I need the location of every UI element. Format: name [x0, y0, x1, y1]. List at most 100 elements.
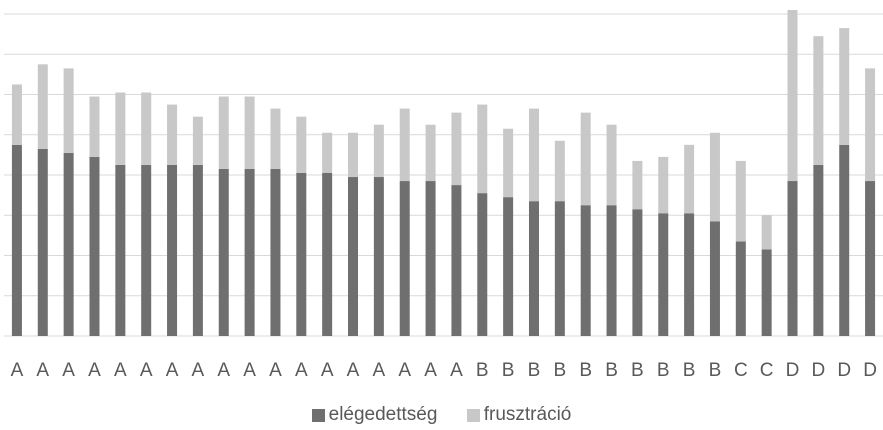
bar-elegedettseg-21	[528, 201, 539, 336]
bar-frusztracio-10	[244, 96, 255, 169]
x-tick-label-30: C	[760, 360, 774, 381]
bar-frusztracio-9	[218, 96, 229, 169]
bar-frusztracio-25	[632, 160, 643, 210]
bar-frusztracio-14	[348, 132, 359, 178]
bar-frusztracio-11	[270, 108, 281, 169]
x-tick-label-12: A	[295, 360, 308, 381]
bar-elegedettseg-33	[839, 144, 850, 336]
bar-frusztracio-13	[322, 132, 333, 173]
bar-elegedettseg-27	[684, 213, 695, 336]
x-tick-label-34: D	[863, 360, 877, 381]
bar-elegedettseg-16	[399, 181, 410, 336]
x-tick-label-18: A	[450, 360, 463, 381]
x-tick-label-32: D	[812, 360, 826, 381]
bars	[11, 10, 876, 336]
x-tick-label-10: A	[243, 360, 256, 381]
x-tick-label-16: A	[398, 360, 411, 381]
x-tick-label-27: B	[683, 360, 696, 381]
x-tick-label-5: A	[114, 360, 127, 381]
bar-frusztracio-19	[477, 104, 488, 194]
bar-frusztracio-29	[735, 160, 746, 242]
legend-item-series-1: elégedettség	[311, 404, 438, 426]
bar-elegedettseg-9	[218, 168, 229, 336]
bar-frusztracio-23	[580, 112, 591, 206]
bar-elegedettseg-24	[606, 205, 617, 336]
x-tick-label-3: A	[62, 360, 75, 381]
bar-frusztracio-5	[115, 92, 126, 165]
bar-elegedettseg-30	[761, 249, 772, 336]
bar-elegedettseg-15	[373, 177, 384, 336]
x-tick-label-9: A	[217, 360, 230, 381]
bar-elegedettseg-29	[735, 241, 746, 336]
gridlines	[4, 13, 883, 337]
bar-elegedettseg-4	[89, 156, 100, 336]
bar-elegedettseg-19	[477, 193, 488, 336]
bar-elegedettseg-13	[322, 173, 333, 336]
x-tick-label-8: A	[192, 360, 205, 381]
legend-label-series-2: frusztráció	[483, 404, 572, 425]
bar-elegedettseg-5	[115, 164, 126, 336]
x-tick-label-33: D	[837, 360, 851, 381]
x-tick-label-22: B	[553, 360, 566, 381]
bar-frusztracio-27	[684, 144, 695, 214]
x-tick-label-17: A	[424, 360, 437, 381]
x-tick-label-25: B	[631, 360, 644, 381]
bar-elegedettseg-3	[63, 152, 74, 336]
legend-item-series-2: frusztráció	[466, 404, 572, 426]
bar-elegedettseg-2	[37, 148, 48, 336]
legend-swatch-series-2	[466, 408, 480, 422]
bar-frusztracio-4	[89, 96, 100, 157]
bar-frusztracio-21	[528, 108, 539, 202]
bar-frusztracio-6	[141, 92, 152, 165]
bar-frusztracio-24	[606, 124, 617, 206]
bar-frusztracio-8	[192, 116, 203, 165]
bar-elegedettseg-18	[451, 185, 462, 336]
x-tick-label-6: A	[140, 360, 153, 381]
bar-elegedettseg-25	[632, 209, 643, 336]
bar-frusztracio-2	[37, 64, 48, 149]
x-tick-label-31: D	[786, 360, 800, 381]
bar-elegedettseg-8	[192, 164, 203, 336]
legend-label-series-1: elégedettség	[328, 404, 438, 425]
x-tick-label-20: B	[502, 360, 515, 381]
bar-frusztracio-34	[865, 68, 876, 182]
x-tick-label-15: A	[373, 360, 386, 381]
x-tick-label-7: A	[166, 360, 179, 381]
bar-frusztracio-12	[296, 116, 307, 173]
x-tick-label-28: B	[709, 360, 722, 381]
bar-elegedettseg-34	[865, 181, 876, 336]
bar-elegedettseg-20	[503, 197, 514, 336]
bar-frusztracio-7	[167, 104, 178, 165]
bar-frusztracio-18	[451, 112, 462, 186]
bar-elegedettseg-17	[425, 181, 436, 336]
bar-frusztracio-22	[554, 140, 565, 202]
bar-elegedettseg-28	[709, 221, 720, 336]
bar-elegedettseg-22	[554, 201, 565, 336]
bar-elegedettseg-7	[167, 164, 178, 336]
x-tick-label-19: B	[476, 360, 489, 381]
bar-frusztracio-1	[11, 84, 22, 145]
bar-elegedettseg-32	[813, 164, 824, 336]
bar-frusztracio-26	[658, 156, 669, 214]
bar-elegedettseg-31	[787, 181, 798, 336]
x-tick-label-14: A	[347, 360, 360, 381]
x-tick-label-2: A	[36, 360, 49, 381]
x-tick-label-1: A	[11, 360, 24, 381]
bar-frusztracio-28	[709, 132, 720, 222]
x-tick-label-26: B	[657, 360, 670, 381]
legend: elégedettség frusztráció	[0, 404, 883, 428]
x-tick-label-4: A	[88, 360, 101, 381]
x-tick-label-23: B	[579, 360, 592, 381]
bar-frusztracio-17	[425, 124, 436, 182]
bar-elegedettseg-1	[11, 144, 22, 336]
bar-elegedettseg-12	[296, 173, 307, 336]
bar-elegedettseg-10	[244, 168, 255, 336]
legend-swatch-series-1	[311, 408, 325, 422]
bar-elegedettseg-23	[580, 205, 591, 336]
bar-frusztracio-15	[373, 124, 384, 178]
bar-frusztracio-3	[63, 68, 74, 153]
x-tick-label-29: C	[734, 360, 748, 381]
x-tick-label-13: A	[321, 360, 334, 381]
